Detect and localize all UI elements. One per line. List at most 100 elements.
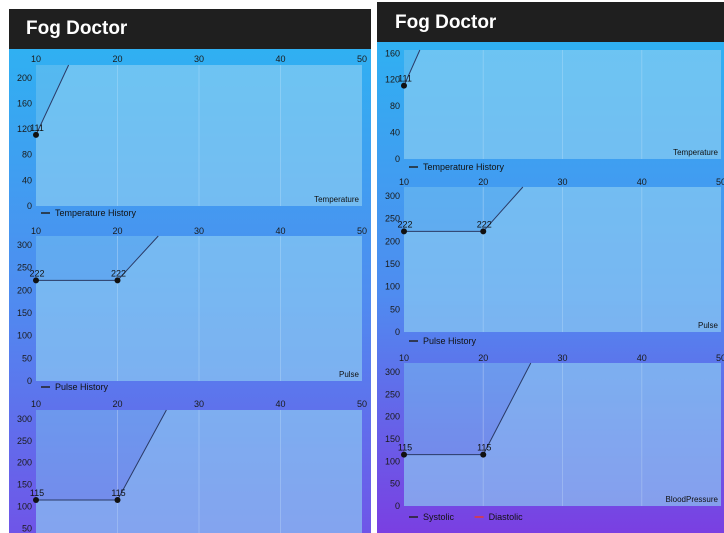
x-tick-label: 50 [716, 177, 724, 187]
series-area [36, 236, 362, 381]
chart-2: 10 20 30 40 50 0 50 100 150 200 250 300 222 222 Pulse P… [385, 177, 724, 346]
chart-3: 10 20 30 40 50 50 100 150 200 250 300 115 115 [17, 399, 367, 533]
data-point [114, 497, 121, 504]
y-tick-label: 40 [22, 175, 32, 185]
chart-description: Temperature [314, 195, 359, 204]
x-tick-label: 10 [399, 353, 409, 363]
legend-label: Systolic [423, 512, 455, 522]
data-label: 111 [398, 74, 412, 84]
y-tick-label: 0 [27, 376, 32, 386]
data-label: 222 [29, 268, 44, 278]
x-tick-label: 40 [275, 226, 285, 236]
legend-label: Temperature History [423, 162, 505, 172]
data-label: 115 [398, 443, 412, 453]
data-point [401, 451, 407, 458]
y-tick-label: 100 [17, 502, 32, 512]
legend-label: Diastolic [489, 512, 524, 522]
y-tick-label: 150 [17, 480, 32, 490]
y-tick-label: 0 [395, 501, 400, 511]
x-tick-label: 30 [194, 399, 204, 409]
x-tick-label: 40 [275, 54, 285, 64]
plot-area [404, 187, 721, 332]
data-point [401, 228, 407, 235]
right-charts: 0 40 80 120 160 111 Temperature Temperature His… [385, 48, 724, 522]
screen-background [377, 2, 724, 533]
y-tick-label: 150 [385, 259, 400, 269]
series-area [404, 187, 721, 332]
app-title: Fog Doctor [395, 12, 497, 33]
y-tick-label: 300 [385, 191, 400, 201]
chart-description: Temperature [673, 148, 718, 157]
x-tick-label: 30 [557, 177, 567, 187]
app-title: Fog Doctor [26, 18, 128, 39]
x-tick-label: 50 [357, 399, 367, 409]
x-tick-label: 20 [112, 399, 122, 409]
data-point [33, 131, 39, 138]
x-tick-label: 30 [194, 54, 204, 64]
chart-description: BloodPressure [666, 495, 719, 504]
y-tick-label: 160 [385, 48, 400, 58]
right-app-screen: 0 40 80 120 160 111 Temperature Temperature His… [377, 2, 724, 533]
series-area [36, 65, 362, 206]
x-tick-label: 10 [31, 399, 41, 409]
y-tick-label: 80 [22, 150, 32, 160]
x-tick-label: 40 [637, 177, 647, 187]
data-label: 115 [30, 488, 44, 498]
x-tick-label: 30 [557, 353, 567, 363]
app-bar: Fog Doctor [377, 2, 724, 42]
x-tick-label: 20 [478, 177, 488, 187]
data-point [401, 82, 407, 89]
y-tick-label: 100 [385, 456, 400, 466]
y-tick-label: 50 [22, 353, 32, 363]
y-tick-label: 200 [17, 285, 32, 295]
x-tick-label: 50 [357, 54, 367, 64]
data-label: 115 [111, 488, 125, 498]
y-tick-label: 200 [17, 458, 32, 468]
y-tick-label: 0 [395, 154, 400, 164]
y-tick-label: 250 [17, 263, 32, 273]
x-tick-label: 50 [716, 353, 724, 363]
y-tick-label: 200 [17, 73, 32, 83]
x-tick-label: 10 [31, 226, 41, 236]
y-tick-label: 80 [390, 101, 400, 111]
y-tick-label: 100 [385, 282, 400, 292]
x-tick-label: 20 [478, 353, 488, 363]
y-tick-label: 160 [17, 98, 32, 108]
y-tick-label: 300 [17, 414, 32, 424]
data-point [480, 228, 487, 235]
y-tick-label: 300 [17, 240, 32, 250]
data-point [480, 451, 487, 458]
y-tick-label: 0 [27, 201, 32, 211]
x-tick-label: 10 [31, 54, 41, 64]
y-tick-label: 40 [390, 128, 400, 138]
x-tick-label: 40 [637, 353, 647, 363]
series-line [403, 49, 421, 86]
x-tick-label: 20 [112, 226, 122, 236]
y-tick-label: 0 [395, 327, 400, 337]
left-app-screen: 10 20 30 40 50 0 40 80 120 160 200 111 Temperature Te… [9, 9, 371, 533]
y-tick-label: 50 [390, 304, 400, 314]
series-line [35, 64, 70, 136]
plot-area [36, 236, 362, 381]
data-label: 115 [477, 443, 491, 453]
series-area [404, 363, 721, 506]
y-tick-label: 250 [385, 214, 400, 224]
x-tick-label: 10 [399, 177, 409, 187]
plot-area [404, 363, 721, 506]
series-area [404, 50, 721, 159]
y-tick-label: 120 [17, 124, 32, 134]
chart-1: 0 40 80 120 160 111 Temperature Temperature His… [385, 48, 721, 172]
chart-2: 10 20 30 40 50 0 50 100 150 200 250 300 222 222 Pulse P… [17, 226, 367, 392]
plot-area [36, 65, 362, 206]
data-label: 111 [30, 123, 44, 133]
plot-area [404, 50, 721, 159]
data-point [114, 277, 121, 284]
app-bar: Fog Doctor [9, 9, 371, 49]
x-tick-label: 50 [357, 226, 367, 236]
x-tick-label: 40 [275, 399, 285, 409]
chart-description: Pulse [698, 321, 719, 330]
y-tick-label: 120 [385, 75, 400, 85]
data-label: 222 [477, 219, 492, 229]
y-tick-label: 200 [385, 236, 400, 246]
legend-label: Temperature History [55, 208, 137, 218]
